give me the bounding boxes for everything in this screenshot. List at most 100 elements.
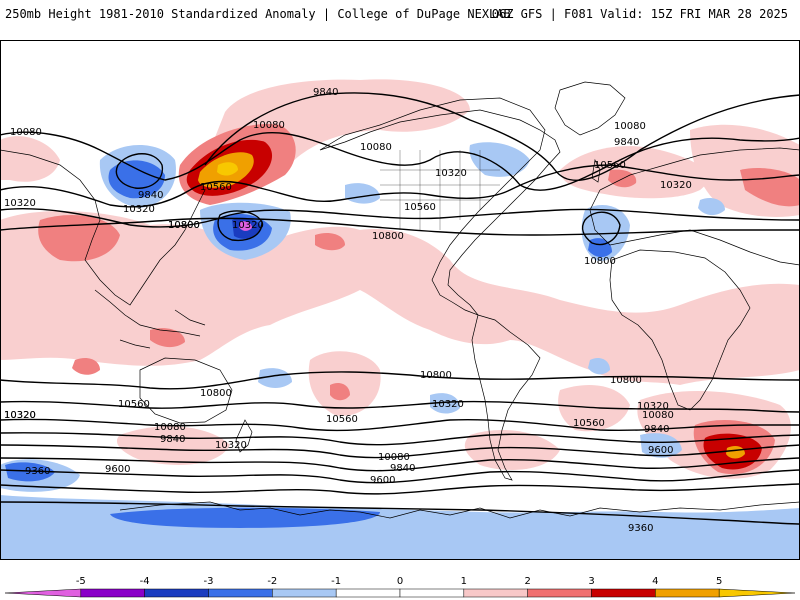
- antarctica-outline: [119, 501, 800, 519]
- colorbar-tick-label: 1: [461, 576, 467, 587]
- colorbar-segment: [527, 588, 592, 598]
- colorbar-segment: [655, 588, 720, 598]
- anomaly-area: [108, 160, 165, 199]
- contour-label: 10320: [215, 440, 247, 451]
- contour-label: 10800: [200, 388, 232, 399]
- colorbar-segment: [272, 588, 337, 598]
- south-america-outline: [471, 314, 541, 481]
- contour-line: [0, 418, 800, 432]
- anomaly-area: [588, 358, 610, 375]
- eurasia-outline: [0, 147, 800, 306]
- colorbar-segments: [4, 588, 796, 598]
- contour-label: 10320: [4, 410, 36, 421]
- contour-line: [0, 432, 800, 446]
- contour-label: 9600: [370, 475, 395, 486]
- anomaly-area: [239, 221, 252, 231]
- negative-anomaly-layer: [0, 142, 800, 560]
- contour-line: [204, 92, 800, 182]
- contour-label: 9840: [614, 137, 639, 148]
- contour-label: 10800: [168, 220, 200, 231]
- anomaly-area: [217, 162, 238, 176]
- contour-label: 9840: [390, 463, 415, 474]
- contour-label: 10320: [637, 401, 669, 412]
- contour-label: 9600: [105, 464, 130, 475]
- contour-line: [0, 164, 800, 208]
- contour-label: 10800: [372, 231, 404, 242]
- contour-label: 10800: [168, 220, 200, 231]
- uk-outline: [591, 158, 601, 183]
- contour-label: 9600: [648, 445, 673, 456]
- contour-line: [0, 501, 800, 525]
- anomaly-area: [150, 328, 185, 348]
- contour-label: 10320: [232, 220, 264, 231]
- southeast-asia-islands-outline: [94, 289, 206, 349]
- colorbar-tick-label: -2: [267, 576, 277, 587]
- contour-label: 9360: [628, 523, 653, 534]
- anomaly-area: [330, 383, 350, 401]
- colorbar-tick-label: 3: [588, 576, 594, 587]
- contour-label: 10080: [642, 410, 674, 421]
- contour-label: 10560: [326, 414, 358, 425]
- colorbar-segment: [718, 588, 796, 598]
- anomaly-area: [469, 142, 530, 177]
- contour-label: 10080: [154, 422, 186, 433]
- contour-label: 10080: [253, 120, 285, 131]
- contour-label: 10800: [420, 370, 452, 381]
- anomaly-area: [0, 210, 800, 385]
- colorbar-tick-label: 0: [397, 576, 403, 587]
- colorbar-tick-labels: -5 -4 -3 -2 -1 0 1 2 3 4 5: [76, 576, 723, 587]
- anomaly-area: [560, 146, 708, 199]
- africa-outline: [609, 249, 751, 411]
- colorbar-segment: [144, 588, 209, 598]
- height-contour-layer: [0, 92, 800, 525]
- coastline-layer: [0, 81, 800, 519]
- anomaly-area: [308, 351, 381, 416]
- model-run-info: 06Z GFS | F081 Valid: 15Z FRI MAR 28 202…: [491, 7, 788, 21]
- contour-line: [0, 207, 800, 228]
- contour-label: 10800: [610, 375, 642, 386]
- contour-line: [0, 131, 800, 191]
- colorbar-tick-label: -1: [331, 576, 341, 587]
- colorbar-segment: [591, 588, 656, 598]
- contour-label: 10560: [118, 399, 150, 410]
- contour-label: 10560: [200, 182, 232, 193]
- contour-label: 10080: [10, 127, 42, 138]
- greenland-outline: [554, 81, 626, 136]
- colorbar-tick-label: -3: [204, 576, 214, 587]
- anomaly-area: [640, 433, 682, 458]
- colorbar-tick-label: -4: [140, 576, 150, 587]
- contour-label: 10320: [432, 399, 464, 410]
- colorbar-segment: [4, 588, 82, 598]
- closed-low-contour: [217, 210, 263, 242]
- contour-label: 10080: [360, 142, 392, 153]
- map-panel: 9840 10080 10080 10080 9840 10080 10560 …: [0, 40, 800, 560]
- contour-label-layer: 9840 10080 10080 10080 9840 10080 10560 …: [4, 87, 692, 534]
- contour-label: 10320: [4, 198, 36, 209]
- colorbar-segment: [208, 588, 273, 598]
- contour-label: 10080: [614, 121, 646, 132]
- contour-label: 9840: [138, 190, 163, 201]
- anomaly-area: [0, 136, 60, 182]
- closed-low-contour: [581, 211, 621, 246]
- closed-low-contour: [115, 153, 164, 189]
- anomaly-area: [698, 198, 725, 216]
- contour-label: 10320: [435, 168, 467, 179]
- contour-label: 10320: [123, 204, 155, 215]
- contour-label: 10800: [584, 256, 616, 267]
- us-states-grid: [380, 150, 500, 230]
- colorbar-segment: [335, 588, 401, 598]
- contour-label: 9840: [160, 434, 185, 445]
- contour-label: 10080: [378, 452, 410, 463]
- contour-line: [0, 217, 800, 236]
- colorbar-tick-label: -5: [76, 576, 86, 587]
- anomaly-area: [5, 462, 55, 482]
- contour-label: 10560: [404, 202, 436, 213]
- contour-label: 9840: [313, 87, 338, 98]
- anomaly-area: [72, 358, 100, 375]
- contour-label: 10320: [660, 180, 692, 191]
- anomaly-area: [315, 233, 345, 251]
- colorbar-tick-label: 2: [524, 576, 530, 587]
- contour-label: 10560: [573, 418, 605, 429]
- contour-line: [0, 400, 800, 413]
- colorbar: -5 -4 -3 -2 -1 0 1 2 3 4 5: [4, 576, 796, 598]
